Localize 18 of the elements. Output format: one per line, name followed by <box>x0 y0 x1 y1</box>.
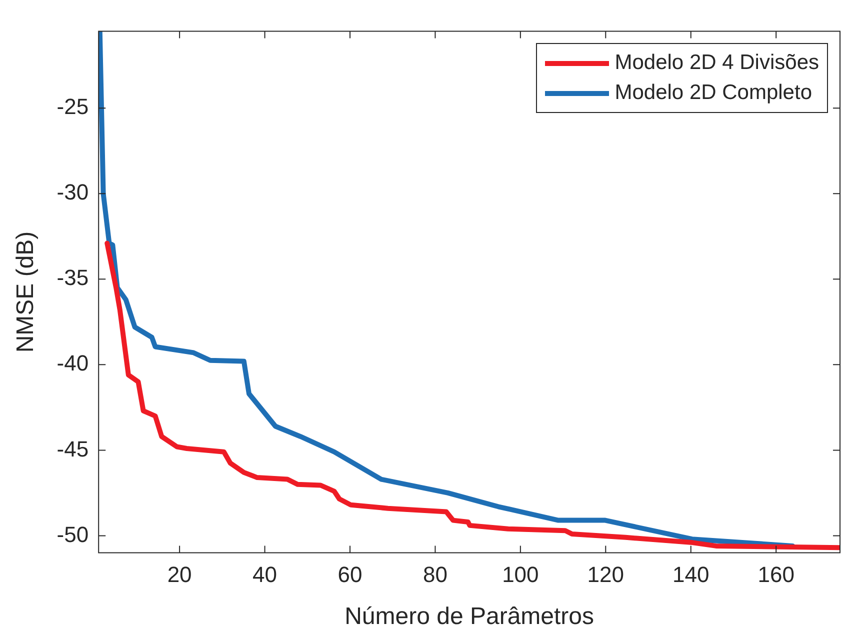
y-tick-label: -25 <box>56 94 89 120</box>
legend-label: Modelo 2D Completo <box>614 80 812 106</box>
y-tick-label: -50 <box>56 522 89 547</box>
y-tick-label: -45 <box>56 436 89 462</box>
x-tick-label: 40 <box>252 562 278 588</box>
y-tick-label: -35 <box>56 265 89 290</box>
x-tick-label: 100 <box>502 562 539 588</box>
y-axis-title: NMSE (dB) <box>12 231 40 353</box>
legend-label: Modelo 2D 4 Divisões <box>614 50 819 76</box>
x-tick-label: 60 <box>338 562 362 588</box>
x-tick-label: 140 <box>672 562 710 588</box>
y-tick-label: -30 <box>56 180 89 205</box>
x-tick-label: 80 <box>422 562 448 588</box>
x-tick-label: 160 <box>758 562 794 588</box>
x-axis-title: Número de Parâmetros <box>344 603 594 630</box>
x-tick-label: 120 <box>587 562 624 588</box>
y-tick-label: -40 <box>56 350 89 376</box>
x-tick-label: 20 <box>167 562 192 588</box>
